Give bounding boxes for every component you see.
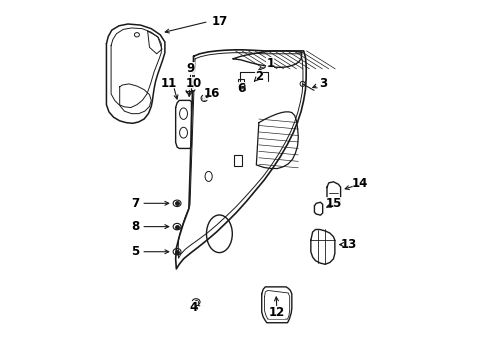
Text: 4: 4 [189,301,197,314]
Text: 7: 7 [131,197,139,210]
Text: 8: 8 [131,220,139,233]
Text: 5: 5 [131,245,139,258]
Text: 15: 15 [325,197,341,210]
Text: 13: 13 [341,238,357,251]
Text: 11: 11 [160,77,176,90]
Text: 17: 17 [211,15,227,28]
Bar [233,155,241,166]
Text: 10: 10 [185,77,201,90]
Text: 1: 1 [265,57,274,70]
Text: 14: 14 [351,177,367,190]
Text: 2: 2 [254,69,263,82]
Text: 3: 3 [319,77,327,90]
Text: 6: 6 [236,82,244,95]
Text: 9: 9 [186,62,194,75]
Text: 12: 12 [268,306,285,319]
Text: 16: 16 [203,87,219,100]
